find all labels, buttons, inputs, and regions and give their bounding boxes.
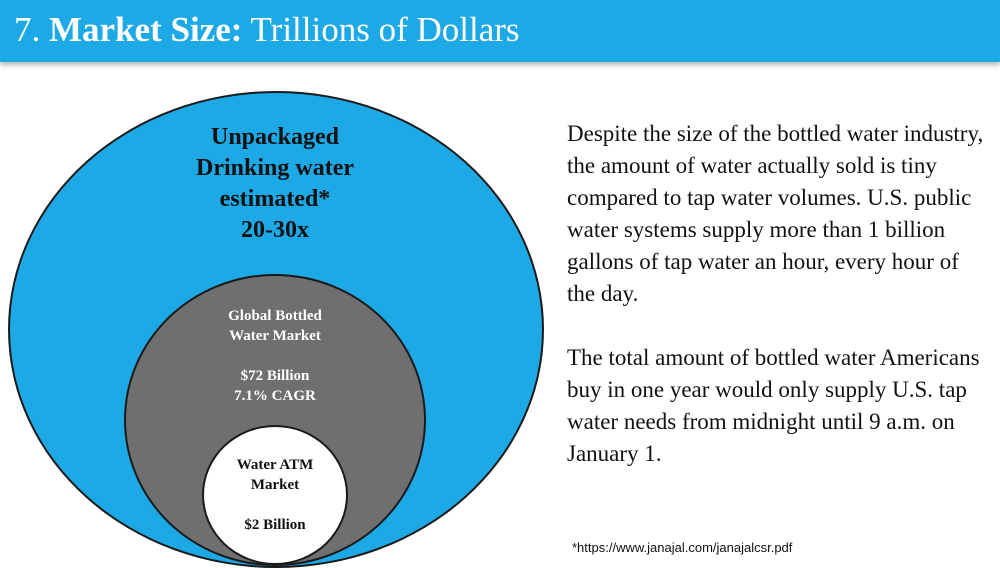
body-text: Despite the size of the bottled water in… — [567, 118, 987, 470]
outer-label-line: Unpackaged — [210, 124, 340, 150]
inner-label-line: Water ATM — [236, 457, 314, 473]
water-atm-market-circle — [202, 425, 348, 565]
slide-title: 7. Market Size: Trillions of Dollars — [14, 8, 520, 52]
inner-value-line: $2 Billion — [244, 517, 306, 533]
unpackaged-water-label: Unpackaged Drinking water estimated* 20-… — [160, 122, 390, 246]
outer-label-line: Drinking water — [196, 155, 354, 181]
paragraph-bottled-water: The total amount of bottled water Americ… — [567, 345, 980, 466]
mid-label-line: Water Market — [229, 328, 321, 344]
bottled-water-market-label: Global Bottled Water Market $72 Billion … — [175, 306, 375, 406]
inner-label-line: Market — [250, 477, 300, 493]
title-number: 7. — [14, 10, 41, 49]
footnote-source: *https://www.janajal.com/janajalcsr.pdf — [572, 540, 793, 555]
mid-value-line: $72 Billion — [240, 368, 310, 384]
mid-label-line: Global Bottled — [228, 308, 322, 324]
outer-label-line: estimated* — [219, 186, 331, 212]
outer-label-line: 20-30x — [241, 217, 309, 243]
title-bold: Market Size: — [49, 10, 243, 49]
mid-value-line: 7.1% CAGR — [234, 388, 316, 404]
paragraph-tap-water: Despite the size of the bottled water in… — [567, 121, 984, 306]
title-bar: 7. Market Size: Trillions of Dollars — [0, 0, 1000, 62]
water-atm-market-label: Water ATM Market $2 Billion — [205, 455, 345, 535]
title-rest: Trillions of Dollars — [250, 10, 520, 49]
